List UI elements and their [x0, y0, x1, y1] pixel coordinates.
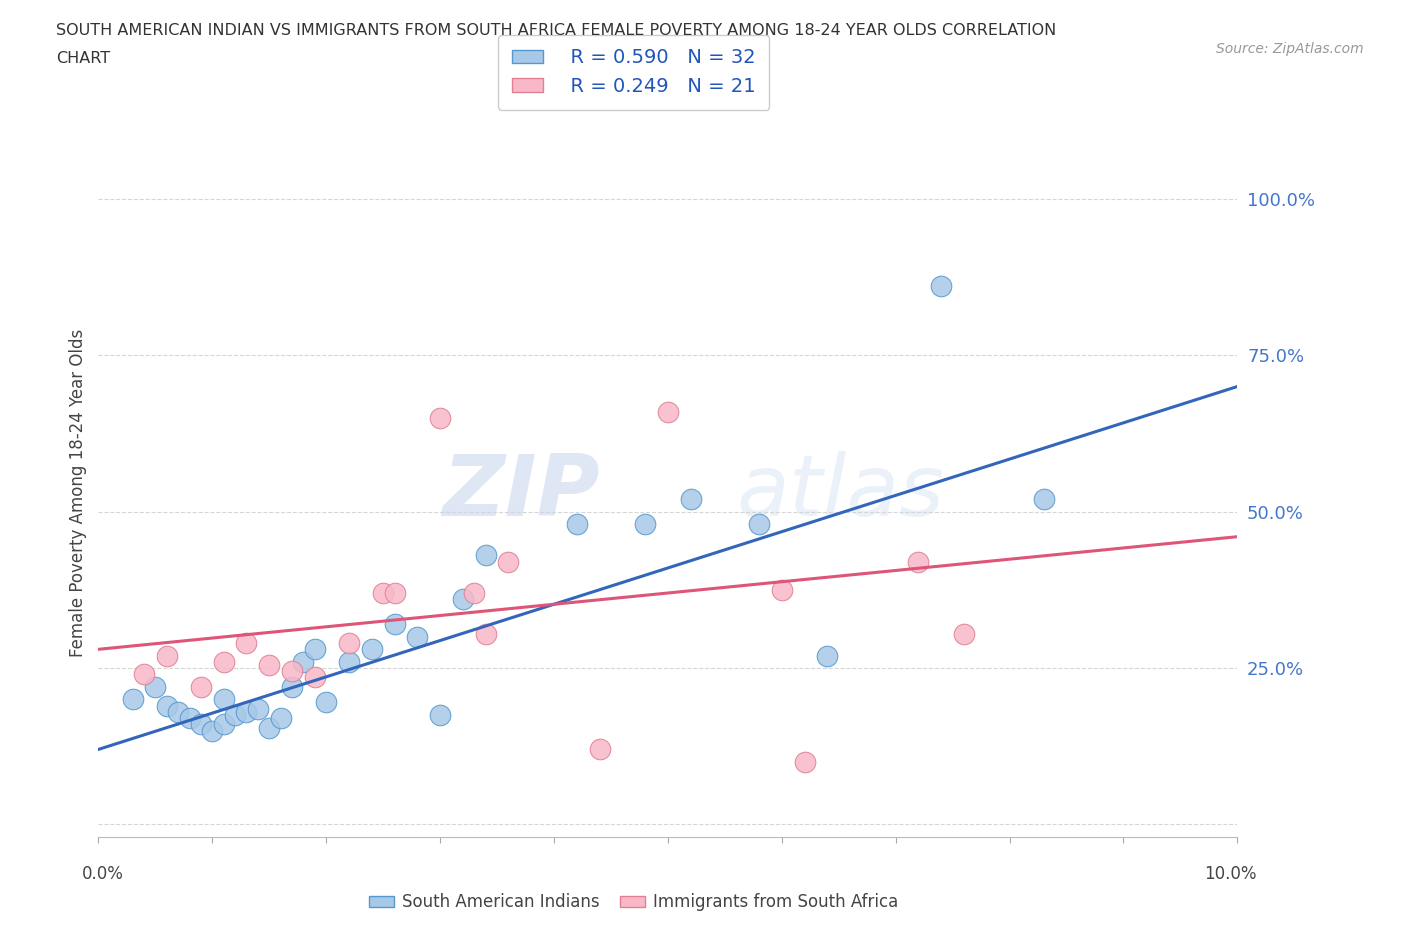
- Point: [281, 680, 304, 695]
- Point: [770, 582, 793, 597]
- Point: [679, 492, 702, 507]
- Point: [384, 617, 406, 631]
- Point: [373, 586, 395, 601]
- Point: [748, 517, 770, 532]
- Point: [281, 664, 304, 679]
- Point: [953, 626, 976, 641]
- Point: [384, 586, 406, 601]
- Point: [337, 655, 360, 670]
- Point: [292, 655, 315, 670]
- Point: [657, 405, 679, 419]
- Point: [474, 626, 496, 641]
- Point: [190, 680, 212, 695]
- Point: [212, 692, 235, 707]
- Point: [179, 711, 201, 725]
- Point: [360, 642, 382, 657]
- Point: [270, 711, 292, 725]
- Point: [1032, 492, 1054, 507]
- Point: [201, 724, 224, 738]
- Point: [190, 717, 212, 732]
- Text: 10.0%: 10.0%: [1204, 865, 1257, 883]
- Point: [156, 648, 179, 663]
- Point: [315, 695, 337, 710]
- Point: [429, 708, 451, 723]
- Legend: South American Indians, Immigrants from South Africa: South American Indians, Immigrants from …: [363, 887, 905, 918]
- Point: [259, 720, 281, 735]
- Text: atlas: atlas: [737, 451, 945, 535]
- Text: CHART: CHART: [56, 51, 110, 66]
- Point: [588, 742, 610, 757]
- Point: [235, 704, 257, 719]
- Point: [929, 279, 952, 294]
- Point: [212, 655, 235, 670]
- Point: [132, 667, 155, 682]
- Point: [451, 591, 474, 606]
- Text: SOUTH AMERICAN INDIAN VS IMMIGRANTS FROM SOUTH AFRICA FEMALE POVERTY AMONG 18-24: SOUTH AMERICAN INDIAN VS IMMIGRANTS FROM…: [56, 23, 1056, 38]
- Y-axis label: Female Poverty Among 18-24 Year Olds: Female Poverty Among 18-24 Year Olds: [69, 329, 87, 657]
- Point: [304, 642, 326, 657]
- Point: [429, 410, 451, 425]
- Point: [145, 680, 167, 695]
- Point: [907, 554, 929, 569]
- Point: [463, 586, 485, 601]
- Point: [474, 548, 496, 563]
- Point: [793, 754, 815, 769]
- Point: [634, 517, 657, 532]
- Point: [167, 704, 190, 719]
- Point: [565, 517, 588, 532]
- Point: [156, 698, 179, 713]
- Point: [304, 670, 326, 684]
- Point: [498, 554, 520, 569]
- Text: 0.0%: 0.0%: [82, 865, 124, 883]
- Point: [337, 635, 360, 650]
- Point: [815, 648, 838, 663]
- Text: ZIP: ZIP: [441, 451, 599, 535]
- Text: Source: ZipAtlas.com: Source: ZipAtlas.com: [1216, 42, 1364, 56]
- Point: [406, 630, 429, 644]
- Point: [121, 692, 143, 707]
- Point: [212, 717, 235, 732]
- Point: [246, 701, 269, 716]
- Point: [259, 658, 281, 672]
- Point: [235, 635, 257, 650]
- Point: [224, 708, 246, 723]
